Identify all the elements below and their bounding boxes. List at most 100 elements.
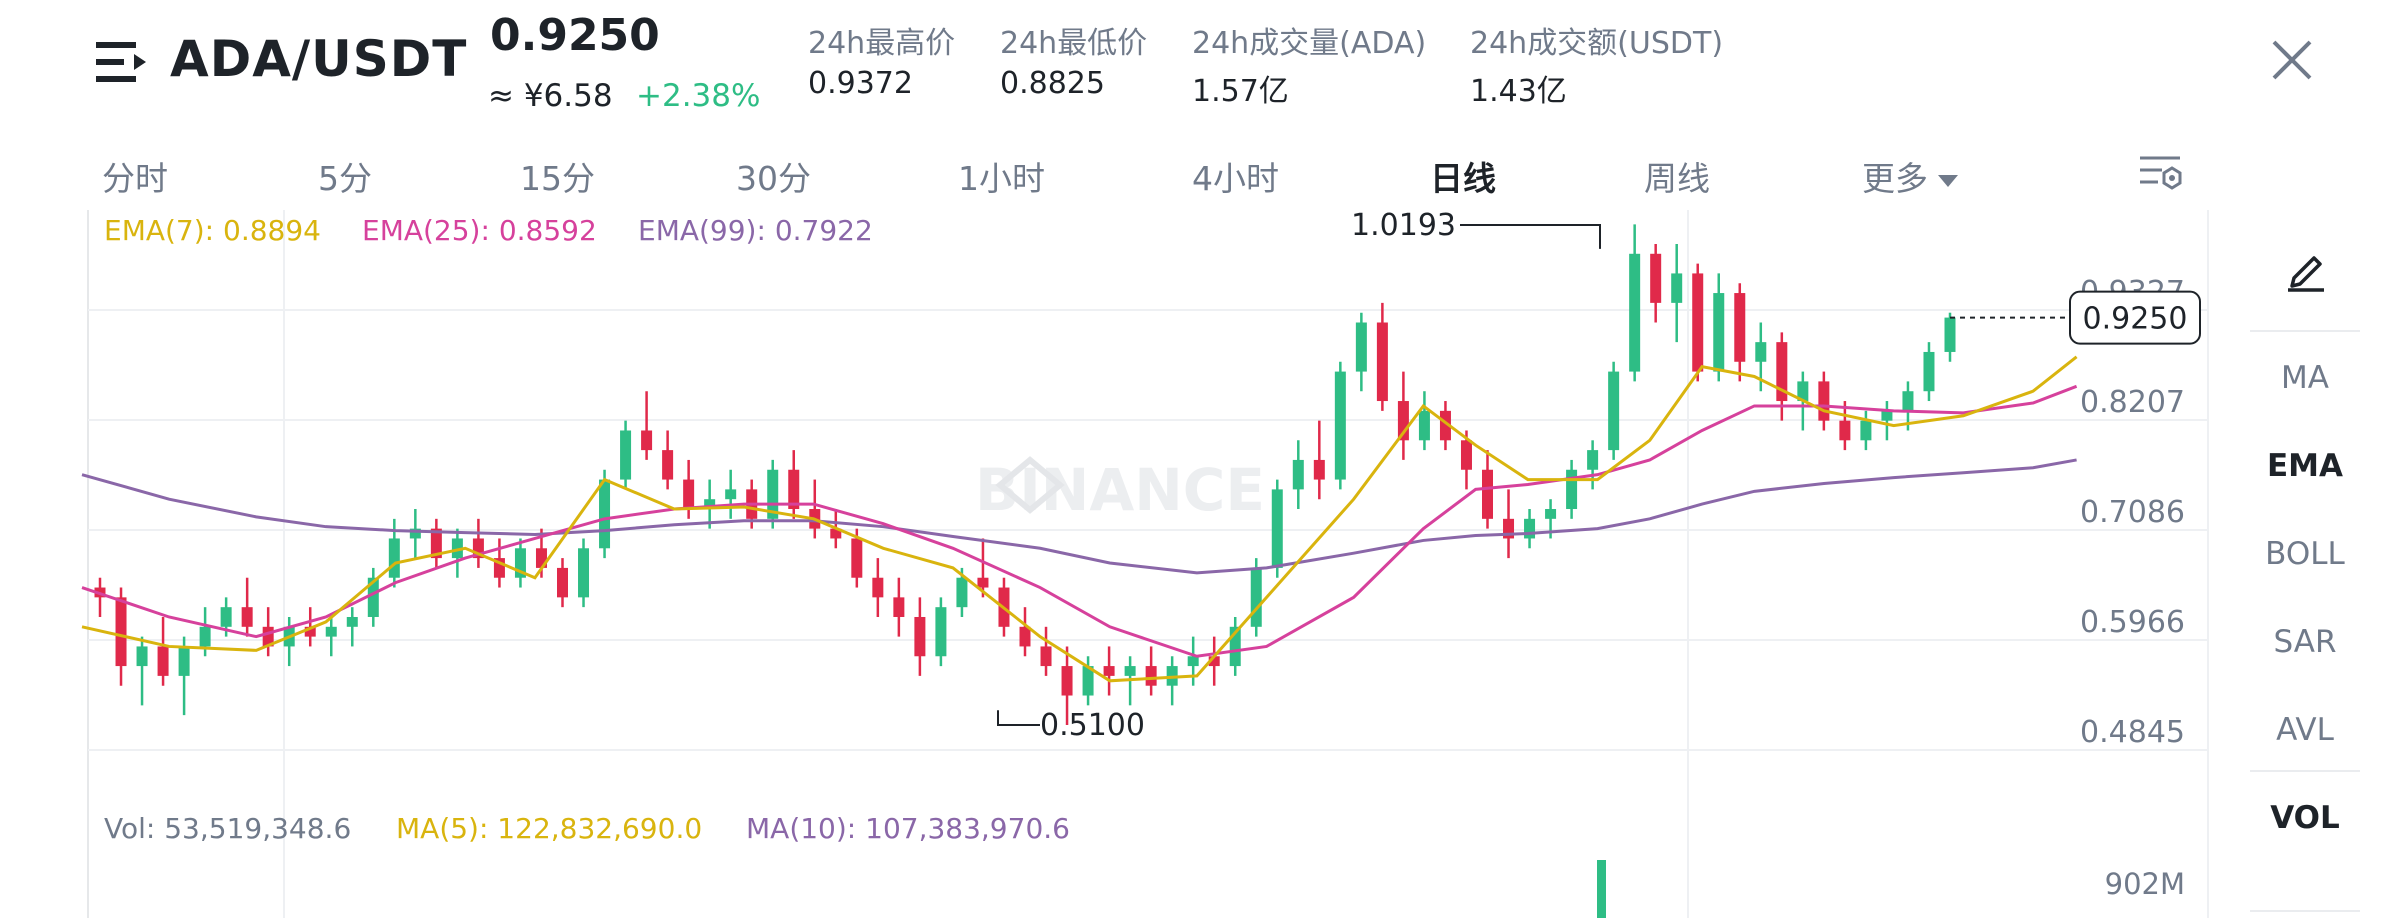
volume-ma10-label: MA(10): 107,383,970.6 — [746, 812, 1070, 845]
ema7-label: EMA(7): 0.8894 — [104, 214, 321, 247]
tab-more[interactable]: 更多 — [1862, 152, 1958, 200]
candle-bullish — [199, 626, 211, 647]
current-price-label: 0.9250 — [2083, 302, 2188, 337]
tab-4h[interactable]: 4小时 — [1192, 159, 1279, 198]
candle-bearish — [1776, 342, 1788, 402]
candle-bearish — [157, 646, 169, 676]
stat-high-value: 0.9372 — [808, 66, 913, 101]
candle-bullish — [1671, 273, 1683, 303]
trading-pair-title[interactable]: ADA/USDT — [170, 30, 468, 88]
ema25-label: EMA(25): 0.8592 — [362, 214, 597, 247]
candle-bearish — [304, 626, 316, 637]
candle-bullish — [346, 616, 358, 627]
sidebar-item-avl[interactable]: AVL — [2276, 712, 2334, 748]
sidebar-item-ma[interactable]: MA — [2281, 360, 2329, 396]
candle-bearish — [1650, 253, 1662, 303]
tab-30m[interactable]: 30分 — [736, 159, 811, 198]
stat-low-label: 24h最低价 — [1000, 26, 1148, 61]
candle-bearish — [914, 616, 926, 657]
candle-bullish — [1944, 317, 1956, 352]
volume-bar — [1597, 860, 1606, 918]
candle-bearish — [788, 469, 800, 510]
tab-time-sharing[interactable]: 分时 — [102, 159, 168, 198]
candle-bearish — [1397, 401, 1409, 441]
candle-bearish — [830, 528, 842, 539]
sidebar-item-sar[interactable]: SAR — [2273, 624, 2337, 660]
tab-more-label: 更多 — [1862, 159, 1928, 198]
tab-1d[interactable]: 日线 — [1430, 159, 1496, 198]
last-price: 0.9250 — [490, 10, 660, 61]
candle-bearish — [1313, 459, 1325, 480]
candle-bearish — [1460, 440, 1472, 470]
candlestick-chart[interactable]: 1.04480.93270.82070.70860.59660.4845BINA… — [0, 210, 2220, 918]
tab-1w[interactable]: 周线 — [1644, 159, 1710, 198]
stat-volume-value: 1.57亿 — [1192, 74, 1289, 109]
candle-bearish — [851, 538, 863, 578]
chevron-down-icon — [1938, 174, 1958, 187]
menu-icon[interactable] — [96, 40, 148, 84]
candle-bullish — [1355, 322, 1367, 372]
candle-bearish — [241, 607, 253, 627]
candle-bearish — [1482, 469, 1493, 519]
volume-ma5-label: MA(5): 122,832,690.0 — [396, 812, 702, 845]
candle-bearish — [1208, 656, 1220, 667]
close-icon[interactable] — [2270, 38, 2314, 82]
candle-bearish — [115, 597, 127, 667]
low-marker-line — [997, 710, 1040, 726]
candle-bullish — [451, 538, 463, 559]
ema99-label: EMA(99): 0.7922 — [638, 214, 873, 247]
candle-bullish — [136, 646, 148, 667]
candle-bearish — [872, 577, 884, 598]
sidebar-item-ema[interactable]: EMA — [2266, 448, 2344, 484]
candle-bullish — [325, 626, 337, 637]
candle-bullish — [1545, 509, 1557, 519]
sidebar-item-boll[interactable]: BOLL — [2265, 536, 2345, 572]
candle-bearish — [1019, 626, 1031, 647]
candle-bullish — [409, 528, 421, 539]
candle-bullish — [1250, 567, 1262, 627]
candle-bullish — [578, 548, 590, 598]
stat-turnover-label: 24h成交额(USDT) — [1470, 26, 1724, 61]
candle-bullish — [1271, 489, 1283, 568]
candle-bullish — [1187, 656, 1199, 667]
candle-bullish — [1755, 342, 1767, 362]
candle-bullish — [1124, 666, 1136, 676]
tab-5m[interactable]: 5分 — [318, 159, 372, 198]
candle-bullish — [1629, 253, 1641, 372]
sidebar-item-vol[interactable]: VOL — [2270, 800, 2340, 836]
indicator-sidebar: MA EMA BOLL SAR AVL VOL — [2250, 210, 2360, 918]
candle-bullish — [1334, 371, 1346, 480]
candle-bullish — [388, 538, 400, 578]
tab-1h[interactable]: 1小时 — [958, 159, 1045, 198]
candle-bullish — [1881, 410, 1893, 421]
price-axis-label: 0.4845 — [2080, 715, 2185, 750]
tab-15m[interactable]: 15分 — [520, 159, 595, 198]
candle-bearish — [893, 597, 905, 617]
candle-bearish — [662, 450, 674, 480]
candle-bearish — [1503, 518, 1515, 539]
candle-bearish — [557, 567, 568, 598]
candle-bullish — [1923, 351, 1935, 392]
candle-bearish — [1692, 273, 1704, 372]
chart-settings-icon[interactable] — [2138, 152, 2184, 194]
candle-bullish — [1566, 469, 1578, 510]
sidebar-divider — [2250, 330, 2360, 332]
watermark-logo — [995, 456, 1065, 514]
candle-bearish — [1145, 666, 1157, 686]
candle-bearish — [1439, 410, 1451, 441]
current-price-box — [2069, 290, 2201, 345]
candle-bullish — [1292, 459, 1304, 490]
candle-bullish — [620, 430, 632, 480]
pencil-icon[interactable] — [2286, 248, 2326, 292]
volume-axis-label: 902M — [2105, 867, 2185, 901]
candle-bearish — [1734, 293, 1746, 362]
candle-bearish — [1061, 666, 1073, 696]
candle-bearish — [977, 577, 989, 588]
candle-bullish — [367, 577, 379, 617]
candle-bullish — [514, 548, 526, 578]
candle-bullish — [1229, 626, 1241, 667]
candle-bearish — [472, 538, 484, 559]
candle-bullish — [725, 489, 737, 500]
candle-bullish — [1587, 450, 1599, 470]
high-marker-line — [1460, 224, 1601, 249]
